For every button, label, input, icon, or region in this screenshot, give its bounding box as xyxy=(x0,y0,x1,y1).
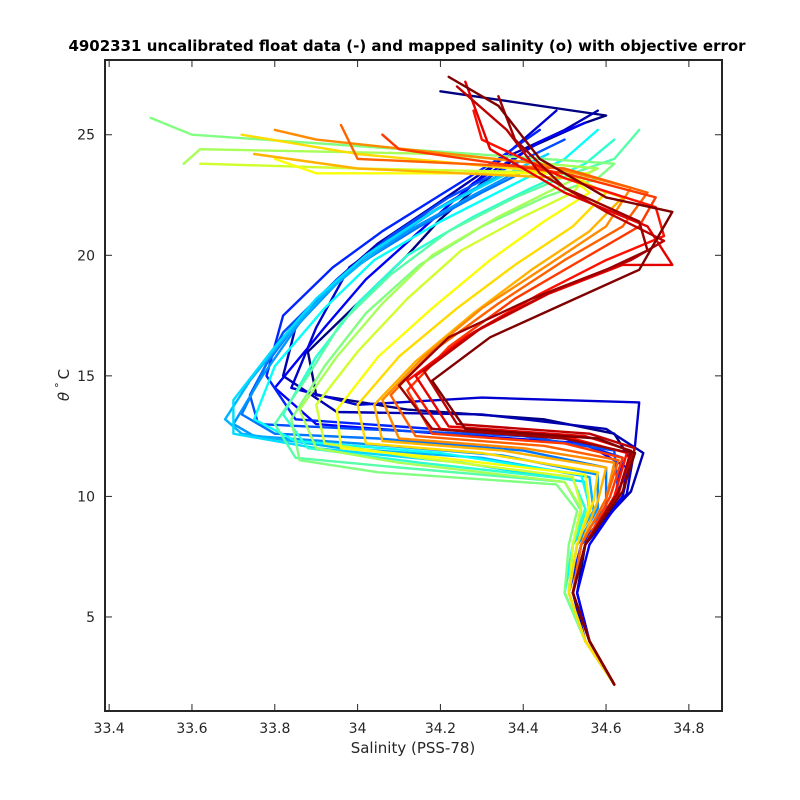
x-tick-label: 34.4 xyxy=(508,721,539,737)
x-tick-label: 33.4 xyxy=(94,721,125,737)
profile-line-21 xyxy=(339,123,649,686)
x-tick-label: 33.8 xyxy=(259,721,290,737)
y-tick-label: 15 xyxy=(77,369,95,385)
y-tick-label: 20 xyxy=(77,248,95,264)
y-tick-label: 25 xyxy=(77,128,95,144)
y-tick-label: 10 xyxy=(77,489,95,505)
x-axis-label: Salinity (PSS-78) xyxy=(351,739,476,757)
y-axis-label-unit: C xyxy=(55,369,73,379)
y-axis-label-degree: ° xyxy=(53,382,66,388)
profile-line-14 xyxy=(149,116,616,686)
y-axis: 5 10 15 20 25 xyxy=(77,128,722,626)
x-tick-label: 33.6 xyxy=(176,721,207,737)
profile-line-25 xyxy=(422,85,666,686)
axes-box xyxy=(104,59,723,712)
profile-line-16 xyxy=(199,162,616,686)
y-axis-label: θ ° C xyxy=(53,369,73,401)
x-tick-label: 34.2 xyxy=(425,721,456,737)
x-tick-label: 34.8 xyxy=(673,721,704,737)
y-tick-label: 5 xyxy=(86,610,95,626)
profile-line-27 xyxy=(430,75,674,686)
profile-line-5 xyxy=(265,128,624,686)
x-axis: 33.4 33.6 33.8 34 34.2 34.4 34.6 34.8 xyxy=(94,60,704,737)
y-axis-label-symbol: θ xyxy=(55,392,73,401)
profile-line-11 xyxy=(252,128,616,686)
x-tick-label: 34.6 xyxy=(590,721,621,737)
chart-title: 4902331 uncalibrated float data (-) and … xyxy=(68,37,746,55)
plot-area xyxy=(149,75,674,686)
x-tick-label: 34 xyxy=(349,721,367,737)
